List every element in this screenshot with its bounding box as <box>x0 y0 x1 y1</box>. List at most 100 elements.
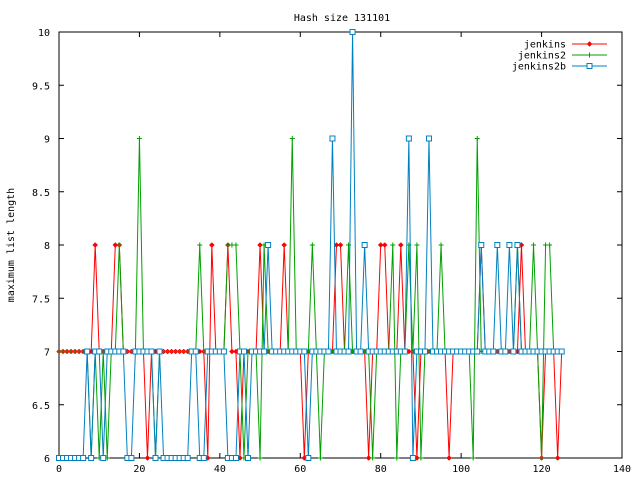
data-point <box>397 242 404 248</box>
y-tick-label: 8.5 <box>32 188 50 199</box>
data-point <box>554 455 561 461</box>
data-point <box>514 242 521 248</box>
data-point <box>394 455 400 461</box>
series-layer <box>56 29 565 461</box>
legend-label-jenkins: jenkins <box>524 40 566 51</box>
data-point <box>401 348 408 355</box>
data-point <box>547 242 553 248</box>
data-point <box>329 135 336 142</box>
data-point <box>220 348 227 355</box>
data-point <box>100 455 107 461</box>
data-point <box>425 135 432 142</box>
data-point <box>120 348 127 355</box>
data-point <box>361 242 368 248</box>
data-point <box>80 455 87 461</box>
chart-title: Hash size 131101 <box>294 13 390 24</box>
data-point <box>510 348 517 355</box>
data-point <box>192 348 199 355</box>
legend-marker-jenkins2b <box>586 63 593 69</box>
data-point <box>337 242 344 248</box>
data-point <box>112 242 119 248</box>
y-axis-title: maximum list length <box>6 188 17 302</box>
data-point <box>357 348 364 355</box>
y-tick-label: 6.5 <box>32 401 50 412</box>
data-point <box>474 136 480 141</box>
data-point <box>317 455 323 461</box>
data-point <box>261 348 268 355</box>
data-point <box>305 455 312 461</box>
x-tick-label: 100 <box>452 464 470 475</box>
data-point <box>418 455 424 461</box>
data-point <box>152 455 159 461</box>
x-tick-label: 60 <box>294 464 306 475</box>
data-point <box>365 455 372 461</box>
y-tick-label: 6 <box>44 454 50 465</box>
x-tick-label: 20 <box>133 464 145 475</box>
series-line-jenkins2 <box>59 138 562 459</box>
legend-label-jenkins2b: jenkins2b <box>512 62 566 73</box>
y-tick-label: 10 <box>38 28 50 39</box>
data-point <box>92 242 99 248</box>
data-point <box>229 348 235 355</box>
y-tick-label: 9.5 <box>32 81 50 92</box>
data-point <box>446 455 452 461</box>
data-point <box>309 242 315 248</box>
data-point <box>245 455 252 461</box>
data-point <box>289 136 295 141</box>
y-tick-label: 7 <box>44 348 50 359</box>
data-point <box>558 348 565 355</box>
x-tick-label: 40 <box>214 464 226 475</box>
data-point <box>257 242 263 248</box>
data-point <box>233 242 239 248</box>
data-point <box>136 136 142 141</box>
data-point <box>478 242 485 248</box>
data-point <box>390 242 396 248</box>
data-point <box>421 348 428 355</box>
data-point <box>438 242 444 248</box>
axis-ticks: 0 20 40 60 80 100 120 140 6 6.5 7 7.5 8 8.5 9 9.5 10 <box>32 28 631 475</box>
data-point <box>377 242 384 248</box>
data-point <box>200 455 207 461</box>
data-point <box>144 455 151 461</box>
data-point <box>539 455 545 461</box>
data-point <box>257 455 263 461</box>
data-point <box>84 348 91 355</box>
data-point <box>494 242 501 248</box>
data-point <box>128 455 135 461</box>
data-point <box>370 455 376 461</box>
data-point <box>197 242 203 248</box>
data-point <box>490 348 497 355</box>
data-point <box>414 242 420 248</box>
data-point <box>281 242 288 248</box>
data-point <box>156 348 163 355</box>
legend-marker-jenkins2 <box>587 52 592 58</box>
x-tick-label: 120 <box>533 464 551 475</box>
data-point <box>405 135 412 142</box>
data-point <box>325 348 332 355</box>
y-tick-label: 7.5 <box>32 294 50 305</box>
data-point <box>208 242 215 248</box>
data-point <box>502 348 509 355</box>
legend-marker-jenkins <box>586 41 593 47</box>
data-point <box>232 455 239 461</box>
data-point <box>474 348 481 355</box>
x-tick-label: 0 <box>56 464 62 475</box>
y-tick-label: 8 <box>44 241 50 252</box>
x-tick-label: 140 <box>613 464 631 475</box>
data-point <box>265 242 272 248</box>
data-point <box>240 348 247 355</box>
y-tick-label: 9 <box>44 135 50 146</box>
data-point <box>506 242 513 248</box>
data-point <box>184 455 191 461</box>
series-jenkins2b <box>56 29 565 461</box>
data-point <box>470 455 476 461</box>
data-point <box>96 348 103 355</box>
data-point <box>148 348 155 355</box>
legend-label-jenkins2: jenkins2 <box>518 51 566 62</box>
data-point <box>116 242 122 248</box>
data-point <box>381 242 388 248</box>
x-tick-label: 80 <box>375 464 387 475</box>
data-point <box>301 348 308 355</box>
